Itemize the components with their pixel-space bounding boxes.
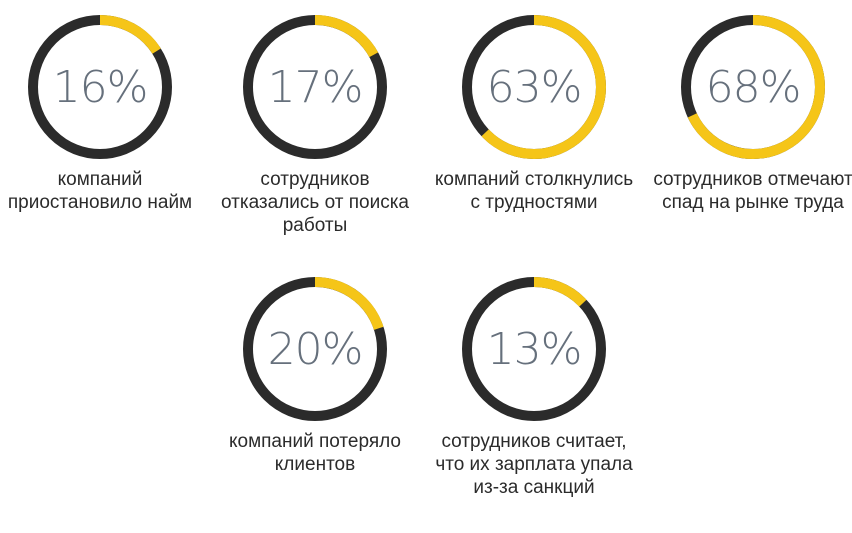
progress-ring: 20% [240, 274, 390, 424]
stat-caption: компаний приостановило найм [7, 169, 193, 213]
progress-ring: 13% [459, 274, 609, 424]
percent-value: 17% [267, 61, 364, 113]
ring-progress-arc [462, 15, 606, 159]
stat-caption: сотрудников отказались от поиска работы [221, 169, 409, 236]
ring-chart-svg [681, 15, 825, 159]
percent-value: 63% [486, 61, 583, 113]
ring-progress-arc [243, 15, 387, 159]
stat-card-hiring-paused: 16% компаний приостановило найм [0, 12, 200, 214]
ring-progress-arc [462, 277, 606, 421]
ring-chart-svg [28, 15, 172, 159]
stat-caption: компаний потеряло клиентов [228, 431, 401, 475]
progress-ring: 16% [25, 12, 175, 162]
percent-value: 16% [52, 61, 149, 113]
percent-value: 13% [486, 323, 583, 375]
stat-card-salary-fell-sanctions: 13% сотрудников считает, что их зарплата… [434, 274, 634, 499]
ring-chart-svg [462, 15, 606, 159]
ring-chart-svg [243, 277, 387, 421]
ring-progress-arc [28, 15, 172, 159]
stat-caption: сотрудников считает, что их зарплата упа… [435, 431, 633, 498]
progress-ring: 63% [459, 12, 609, 162]
ring-progress-arc [681, 15, 825, 159]
stat-caption: компаний столкнулись с трудностями [434, 169, 634, 213]
stat-card-stopped-job-search: 17% сотрудников отказались от поиска раб… [215, 12, 415, 237]
progress-ring: 68% [678, 12, 828, 162]
progress-ring: 17% [240, 12, 390, 162]
percent-value: 20% [267, 323, 364, 375]
ring-chart-svg [243, 15, 387, 159]
stat-card-labor-market-decline: 68% сотрудников отмечают спад на рынке т… [653, 12, 852, 214]
ring-chart-svg [462, 277, 606, 421]
stat-caption: сотрудников отмечают спад на рынке труда [653, 169, 852, 213]
stat-card-faced-difficulties: 63% компаний столкнулись с трудностями [434, 12, 634, 214]
ring-progress-arc [243, 277, 387, 421]
percent-value: 68% [705, 61, 802, 113]
stat-card-lost-clients: 20% компаний потеряло клиентов [215, 274, 415, 476]
